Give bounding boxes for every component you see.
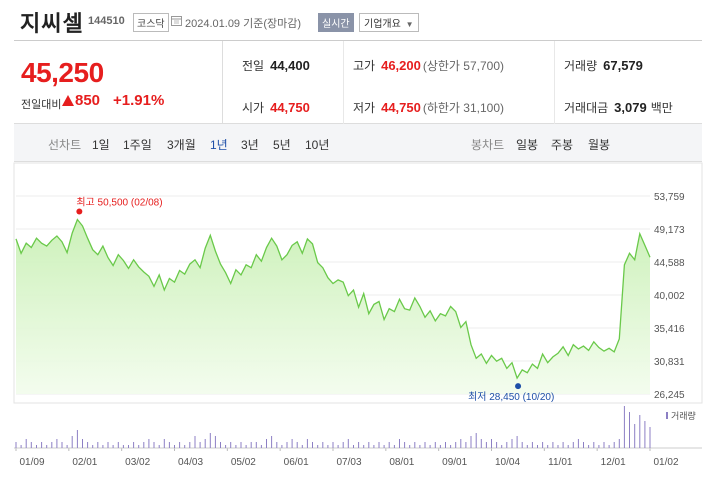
x-tick-label: 09/01 xyxy=(442,457,467,468)
tab-5y[interactable]: 5년 xyxy=(273,138,291,152)
change-label: 전일대비 xyxy=(21,99,62,111)
stat-value: 3,079 xyxy=(614,100,647,115)
change-percent: +1.91% xyxy=(113,92,165,109)
high-marker xyxy=(76,208,83,215)
stat-label: 거래대금 xyxy=(564,101,609,115)
y-tick-label: 53,759 xyxy=(654,192,685,203)
upper-limit: (상한가 57,700) xyxy=(422,59,505,73)
x-tick-label: 02/01 xyxy=(72,457,97,468)
stat-prev-close: 전일 44,400 xyxy=(242,57,310,74)
y-tick-label: 35,416 xyxy=(654,324,685,335)
volume-legend-label: 거래량 xyxy=(671,410,696,421)
stock-header: 지씨셀 144510 코스닥 2024.01.09 기준(장마감) 실시간 기업… xyxy=(0,0,716,40)
stat-trade-value: 거래대금 3,079 백만 xyxy=(564,99,673,116)
x-tick-label: 07/03 xyxy=(336,457,361,468)
up-arrow-icon xyxy=(62,95,74,106)
tab-1y[interactable]: 1년 xyxy=(210,138,228,152)
x-tick-label: 08/01 xyxy=(389,457,414,468)
stat-label: 시가 xyxy=(242,101,265,115)
corp-overview-label: 기업개요 xyxy=(364,19,401,30)
low-marker xyxy=(515,383,522,390)
tab-1d[interactable]: 1일 xyxy=(92,138,110,152)
stat-label: 전일 xyxy=(242,59,265,73)
x-tick-label: 01/09 xyxy=(19,457,44,468)
stat-high: 고가 46,200 (상한가 57,700) xyxy=(353,57,504,74)
divider xyxy=(554,41,555,125)
stat-open: 시가 44,750 xyxy=(242,99,310,116)
realtime-button[interactable]: 실시간 xyxy=(318,13,354,32)
chevron-down-icon: ▼ xyxy=(405,20,414,29)
y-tick-label: 49,173 xyxy=(654,225,685,236)
low-annotation: 최저 28,450 (10/20) xyxy=(468,391,554,403)
stat-label: 거래량 xyxy=(564,59,598,73)
x-tick-label: 06/01 xyxy=(284,457,309,468)
tab-3y[interactable]: 3년 xyxy=(241,138,259,152)
lower-limit: (하한가 31,100) xyxy=(422,101,505,115)
x-tick-label: 11/01 xyxy=(548,457,573,468)
tab-1w[interactable]: 1주일 xyxy=(123,138,152,152)
corp-overview-dropdown[interactable]: 기업개요 ▼ xyxy=(359,13,419,32)
divider xyxy=(343,41,344,125)
tab-weekly[interactable]: 주봉 xyxy=(551,138,574,152)
chart-frame xyxy=(13,162,703,404)
y-tick-label: 44,588 xyxy=(654,258,685,269)
tab-10y[interactable]: 10년 xyxy=(305,138,330,152)
current-price: 45,250 xyxy=(21,57,104,88)
stat-low: 저가 44,750 (하한가 31,100) xyxy=(353,99,504,116)
x-tick-label: 01/02 xyxy=(653,457,678,468)
stat-unit: 백만 xyxy=(650,101,673,115)
change-amount: 850 xyxy=(75,92,101,109)
calendar-icon xyxy=(171,16,182,26)
x-tick-label: 10/04 xyxy=(495,457,520,468)
x-tick-label: 03/02 xyxy=(125,457,150,468)
price-panel: 45,250 전일대비 850 +1.91% 전일 44,400 시가 44,750… xyxy=(14,40,702,125)
stock-code: 144510 xyxy=(88,15,125,27)
y-tick-label: 30,831 xyxy=(654,357,685,368)
y-tick-label: 26,245 xyxy=(654,390,685,401)
x-tick-label: 05/02 xyxy=(231,457,256,468)
tab-3m[interactable]: 3개월 xyxy=(167,138,196,152)
stat-label: 고가 xyxy=(353,59,376,73)
stock-name: 지씨셀 xyxy=(20,11,84,36)
price-chart-svg: 53,759 49,173 44,588 40,002 35,416 30,831 26,2… xyxy=(13,162,703,468)
price-area xyxy=(16,219,650,394)
stat-value: 44,750 xyxy=(270,100,310,115)
x-tick-label: 12/01 xyxy=(601,457,626,468)
date-text: 2024.01.09 기준(장마감) xyxy=(185,18,302,30)
price-chart[interactable]: 53,759 49,173 44,588 40,002 35,416 30,831 26,2… xyxy=(0,162,716,487)
x-tick-label: 04/03 xyxy=(178,457,203,468)
high-annotation: 최고 50,500 (02/08) xyxy=(76,196,162,208)
stat-value: 44,400 xyxy=(270,58,310,73)
stat-volume: 거래량 67,579 xyxy=(564,57,643,74)
stat-value: 46,200 xyxy=(381,58,421,73)
current-price-box: 45,250 전일대비 850 +1.91% xyxy=(14,41,223,125)
change-value: 850 xyxy=(62,92,100,109)
tab-daily[interactable]: 일봉 xyxy=(516,138,539,152)
y-tick-label: 40,002 xyxy=(654,291,685,302)
stat-value: 67,579 xyxy=(603,58,643,73)
line-chart-label: 선차트 xyxy=(48,138,82,152)
price-line xyxy=(15,218,651,380)
tab-monthly[interactable]: 월봉 xyxy=(588,138,611,152)
candle-chart-label: 봉차트 xyxy=(471,138,505,152)
volume-legend-swatch xyxy=(666,412,668,419)
market-badge: 코스닥 xyxy=(133,13,169,32)
stat-value: 44,750 xyxy=(381,100,421,115)
chart-tab-bar: 선차트 1일 1주일 3개월 1년 3년 5년 10년 봉차트 일봉 주봉 월봉 xyxy=(14,124,702,162)
stat-label: 저가 xyxy=(353,101,376,115)
